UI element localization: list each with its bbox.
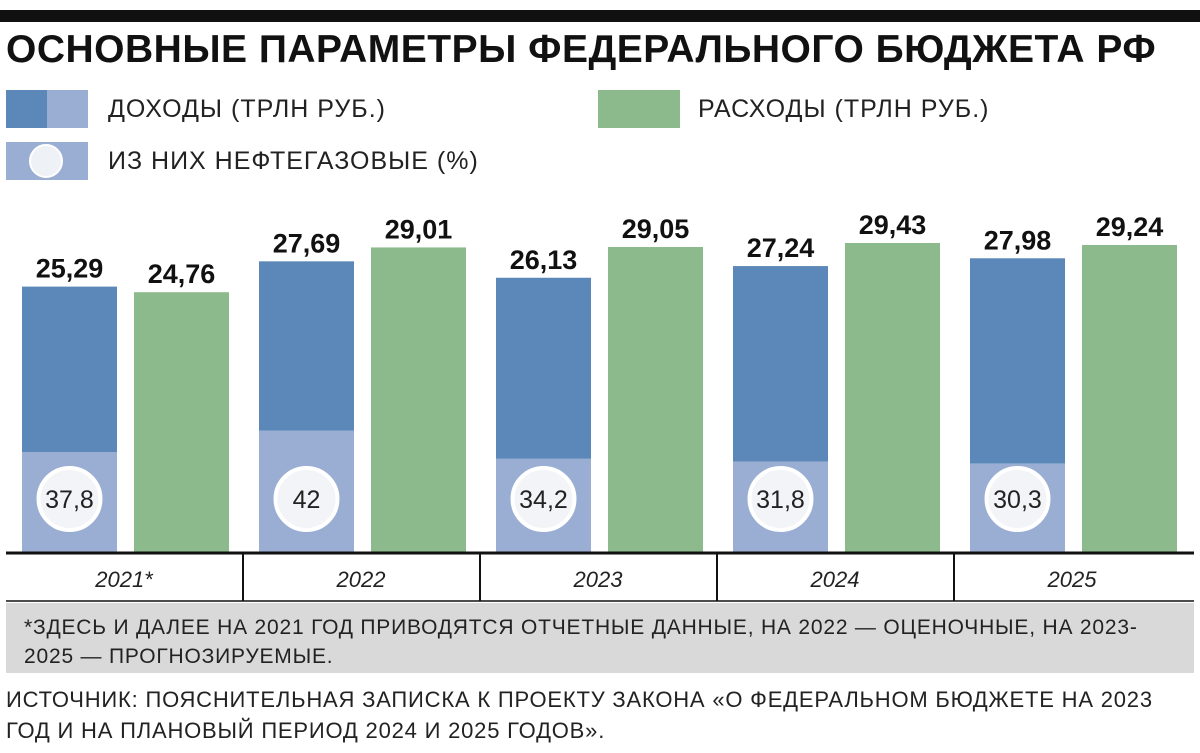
expenses-value-label: 29,01 [385, 214, 453, 244]
income-bar [733, 266, 828, 462]
oilgas-circle-marker [747, 466, 814, 532]
category-label: 2021* [94, 567, 154, 592]
expenses-value-label: 29,24 [1096, 212, 1164, 242]
expenses-bar [134, 292, 229, 553]
oilgas-percent-label: 30,3 [993, 486, 1042, 514]
oilgas-percent-label: 42 [293, 486, 321, 514]
oilgas-circle-marker [36, 466, 103, 532]
category-label: 2022 [336, 567, 386, 592]
income-bar [496, 277, 591, 459]
top-rule [0, 10, 1200, 22]
legend-oilgas-swatch [6, 142, 88, 180]
expenses-bar [608, 247, 703, 553]
income-bar [259, 261, 354, 431]
legend-income-light [47, 90, 88, 128]
footnote-box: *ЗДЕСЬ И ДАЛЕЕ НА 2021 ГОД ПРИВОДЯТСЯ ОТ… [6, 603, 1194, 673]
oilgas-percent-label: 34,2 [519, 486, 568, 514]
income-bar [22, 286, 117, 453]
oilgas-circle-marker [510, 466, 577, 532]
legend-income-label: ДОХОДЫ (ТРЛН РУБ.) [108, 95, 386, 123]
budget-bar-chart: 37,8 25,29 24,76 2021* 42 27,69 29,01 2022 34,2 2… [6, 210, 1194, 602]
income-bar [970, 258, 1065, 464]
legend-oilgas-circle-icon [29, 144, 63, 178]
source-text: ИСТОЧНИК: ПОЯСНИТЕЛЬНАЯ ЗАПИСКА К ПРОЕКТ… [6, 687, 1153, 743]
oilgas-circle-marker [273, 466, 340, 532]
footnote-text: *ЗДЕСЬ И ДАЛЕЕ НА 2021 ГОД ПРИВОДЯТСЯ ОТ… [24, 616, 1138, 668]
income-value-label: 26,13 [510, 245, 578, 275]
expenses-value-label: 29,05 [622, 214, 690, 244]
income-value-label: 27,24 [747, 233, 815, 263]
legend-oilgas-label: ИЗ НИХ НЕФТЕГАЗОВЫЕ (%) [108, 147, 479, 175]
legend-expenses-label: РАСХОДЫ (ТРЛН РУБ.) [698, 95, 990, 123]
category-label: 2025 [1047, 567, 1098, 592]
legend-income-dark [6, 90, 47, 128]
expenses-bar [845, 243, 940, 553]
category-label: 2024 [810, 567, 860, 592]
chart-title: ОСНОВНЫЕ ПАРАМЕТРЫ ФЕДЕРАЛЬНОГО БЮДЖЕТА … [6, 28, 1157, 71]
expenses-bar [1082, 245, 1177, 554]
legend-income-swatch [6, 90, 88, 128]
oilgas-percent-label: 31,8 [756, 486, 805, 514]
oilgas-percent-label: 37,8 [45, 486, 94, 514]
expenses-value-label: 24,76 [148, 259, 216, 289]
income-value-label: 27,98 [984, 225, 1052, 255]
legend-expenses-swatch [598, 90, 680, 128]
expenses-value-label: 29,43 [859, 210, 927, 240]
oilgas-circle-marker [984, 466, 1051, 532]
expenses-bar [371, 247, 466, 553]
income-value-label: 25,29 [36, 254, 104, 284]
income-value-label: 27,69 [273, 228, 341, 258]
category-label: 2023 [573, 567, 624, 592]
